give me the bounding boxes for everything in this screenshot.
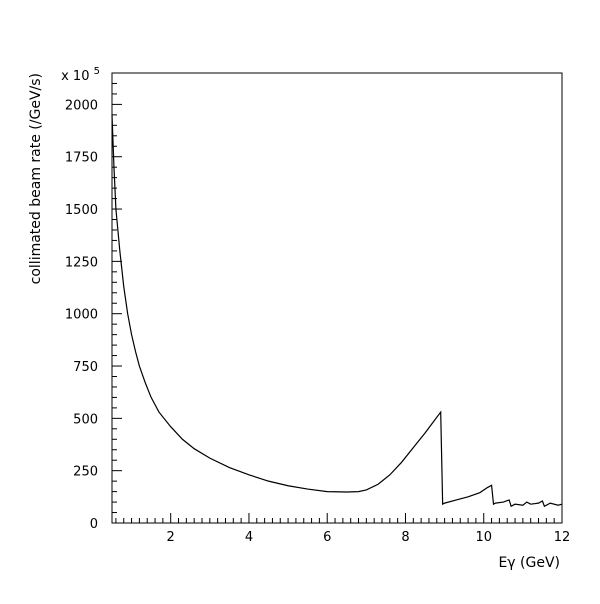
x-tick-label: 2 [167, 530, 175, 545]
y-axis: 0 250 500 750 1000 1250 1500 1750 2000 [65, 72, 122, 532]
y-multiplier-exponent: 5 [94, 66, 100, 77]
x-axis: 2 4 6 8 10 12 [115, 513, 571, 545]
plot-frame [111, 72, 563, 524]
x-tick-label: 4 [245, 530, 253, 545]
y-tick-label: 250 [73, 465, 98, 480]
x-axis-label: Eγ (GeV) [498, 555, 560, 571]
y-multiplier-base: x 10 [61, 69, 89, 84]
series-line [111, 114, 563, 508]
x-tick-label: 10 [475, 530, 492, 545]
y-tick-label: 1500 [65, 203, 98, 218]
x-tick-label: 6 [323, 530, 331, 545]
y-tick-label: 750 [73, 360, 98, 375]
y-axis-label: collimated beam rate (/GeV/s) [28, 73, 44, 284]
x-tick-label: 8 [401, 530, 409, 545]
y-tick-label: 0 [90, 517, 98, 532]
y-multiplier-label: x 10 5 [61, 66, 100, 84]
y-tick-label: 1750 [65, 151, 98, 166]
x-tick-label: 12 [554, 530, 571, 545]
y-tick-label: 500 [73, 412, 98, 427]
y-tick-label: 1250 [65, 255, 98, 270]
y-tick-label: 1000 [65, 308, 98, 323]
y-tick-label: 2000 [65, 98, 98, 113]
